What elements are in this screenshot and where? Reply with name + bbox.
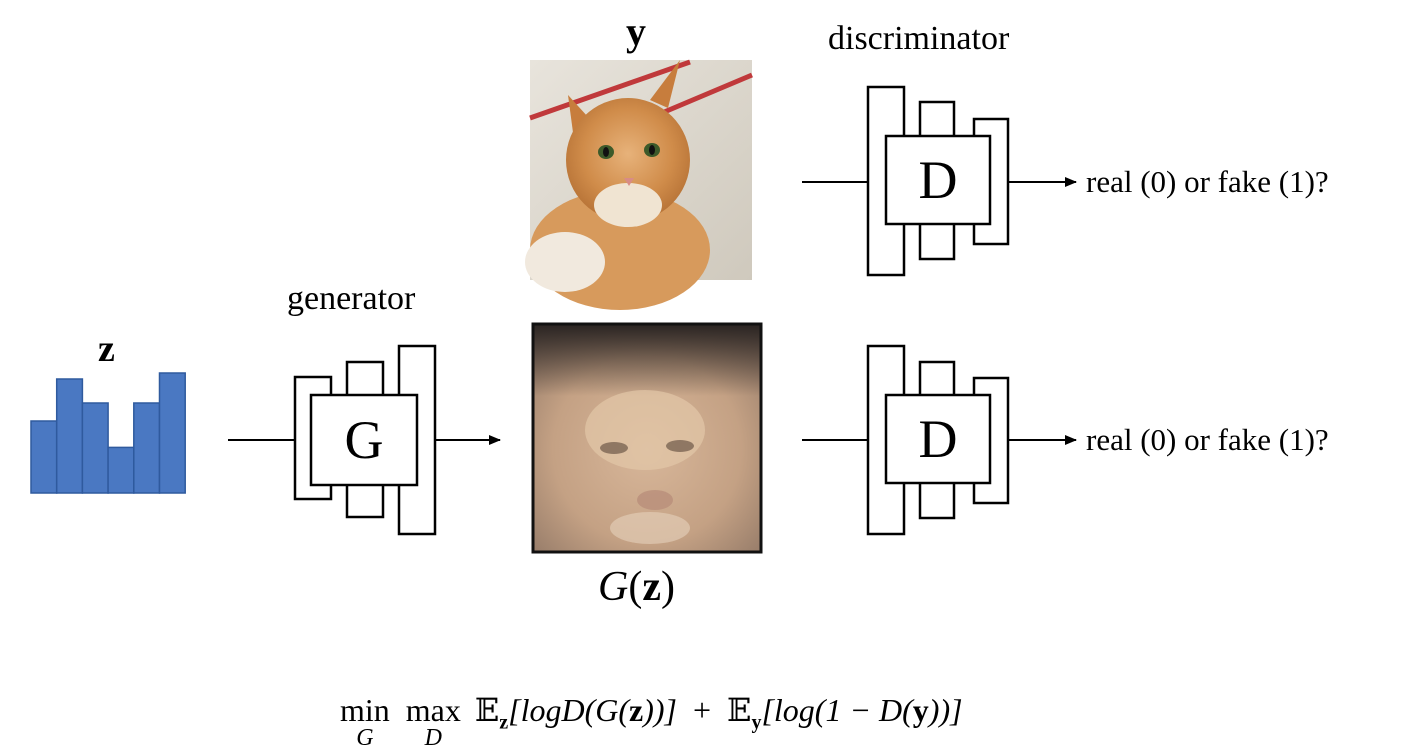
discriminator-block-bottom	[866, 344, 1010, 536]
formula-expectation-1: 𝔼z	[474, 692, 509, 734]
generated-cat-image	[531, 322, 763, 554]
label-generator: generator	[287, 280, 416, 317]
formula-min-sub: G	[356, 725, 374, 751]
formula-plus: +	[693, 692, 712, 728]
label-y: y	[626, 9, 646, 54]
formula-term-2: [log(1 − D(y))]	[761, 692, 963, 728]
histogram-bar	[81, 402, 109, 494]
formula-expectation-2: 𝔼y	[727, 692, 762, 734]
label-z: z	[98, 328, 115, 370]
latent-histogram	[30, 372, 186, 494]
gz-arg: z	[642, 564, 661, 610]
gz-letter: G	[598, 564, 629, 610]
output-label-bottom: real (0) or fake (1)?	[1086, 422, 1329, 457]
formula-term-1: [logD(G(z))]	[508, 692, 677, 728]
histogram-bar	[133, 402, 161, 494]
histogram-bar	[107, 446, 135, 494]
real-cat-image	[525, 59, 753, 310]
histogram-bar	[158, 372, 186, 494]
gz-close: )	[661, 564, 675, 610]
generator-block	[293, 344, 437, 536]
gz-open: (	[628, 564, 643, 610]
formula-max: max D	[405, 692, 461, 751]
gan-objective-formula: min G max D 𝔼z[logD(G(z))] + 𝔼y[log(1 − …	[340, 694, 963, 750]
discriminator-bottom-letter: D	[918, 409, 958, 469]
label-discriminator: discriminator	[828, 20, 1010, 57]
discriminator-top-letter: D	[918, 150, 958, 210]
formula-max-sub: D	[424, 725, 442, 751]
generator-letter: G	[344, 410, 384, 470]
output-label-top: real (0) or fake (1)?	[1086, 164, 1329, 199]
histogram-bar	[30, 420, 58, 494]
discriminator-block-top	[866, 85, 1010, 277]
histogram-bar	[55, 378, 84, 494]
label-g-of-z: G(z)	[598, 566, 675, 608]
formula-min: min G	[340, 692, 390, 751]
